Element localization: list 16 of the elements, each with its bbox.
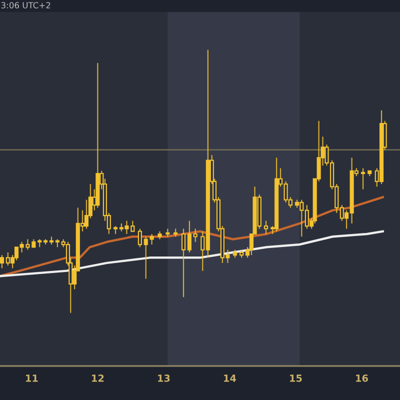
candlestick: [187, 220, 192, 253]
x-tick-label: 14: [224, 374, 236, 382]
candlestick: [0, 254, 4, 269]
candlestick: [360, 168, 366, 190]
candlestick: [144, 236, 148, 280]
x-tick-label: 13: [158, 374, 170, 382]
x-tick-label: 15: [290, 374, 302, 382]
text: 3:06 UTC+2: [1, 2, 50, 8]
candlestick: [150, 233, 154, 246]
x-tick-label: 16: [356, 374, 368, 382]
candlestick: [181, 228, 186, 298]
candlestick: [138, 228, 142, 248]
x-tick-label: 12: [92, 374, 104, 382]
x-tick-label: 11: [26, 374, 38, 382]
candlestick: [264, 220, 268, 235]
candlestick: [193, 228, 198, 242]
